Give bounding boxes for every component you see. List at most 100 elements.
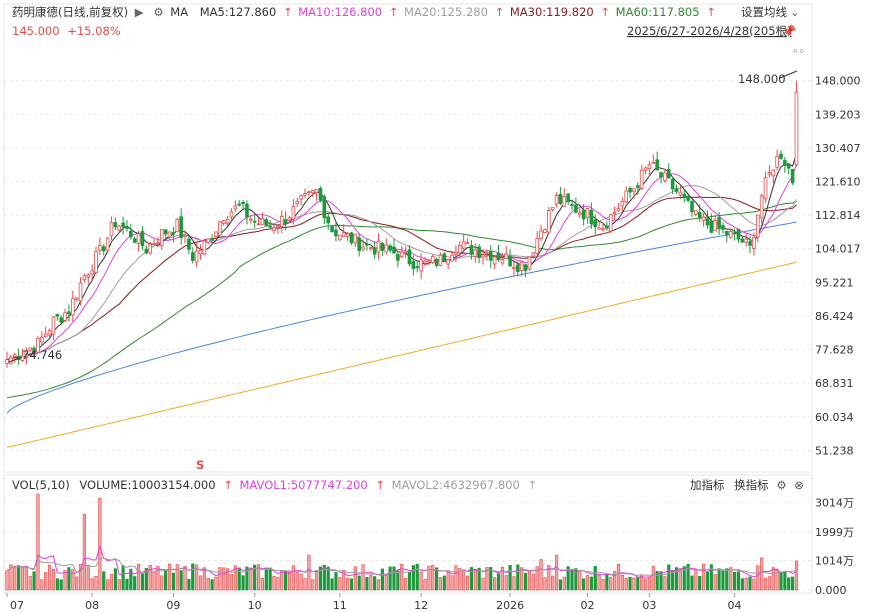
x-tick-label: 09 <box>166 599 180 612</box>
candle-body <box>403 251 408 254</box>
candle-body <box>241 201 245 205</box>
candle-body <box>732 232 737 235</box>
candle-body <box>705 218 710 226</box>
volume-bar <box>40 579 44 591</box>
volume-bar <box>5 570 9 591</box>
candle-body <box>581 210 586 220</box>
ma20-line <box>6 185 797 361</box>
candle-body <box>527 256 532 270</box>
volume-bar <box>202 567 206 591</box>
volume-value: VOLUME:10003154.000 <box>79 478 215 492</box>
triangle-icon[interactable]: ▶ <box>135 5 144 19</box>
volume-bar <box>253 564 257 591</box>
candle-body <box>446 259 450 265</box>
candle-body <box>523 264 528 271</box>
volume-bar <box>241 575 245 591</box>
candle-body <box>427 260 431 263</box>
volume-bar <box>701 563 706 591</box>
more-icon[interactable]: ◦◦ <box>792 45 805 58</box>
candle-body <box>775 155 779 168</box>
candle-body <box>136 233 141 244</box>
settings-ma-button[interactable]: 设置均线 ⌄ <box>741 5 800 19</box>
volume-bar <box>671 570 675 591</box>
candle-body <box>570 204 574 206</box>
volume-bar <box>752 578 756 591</box>
candle-body <box>663 172 667 181</box>
volume-bar <box>531 573 535 591</box>
volume-bar <box>454 565 458 591</box>
price-tick-label: 148.000 <box>815 75 861 88</box>
candle-body <box>643 167 648 171</box>
volume-bar <box>195 564 199 591</box>
candle-body <box>345 233 350 237</box>
volume-bar <box>311 579 315 591</box>
candle-body <box>268 225 272 228</box>
candle-body <box>492 256 497 265</box>
signal-marker: S <box>196 458 204 472</box>
volume-bar <box>558 579 563 591</box>
price-tick-label: 95.221 <box>815 276 854 289</box>
volume-bar <box>628 576 632 591</box>
volume-bar <box>616 563 621 591</box>
candle-body <box>105 237 110 251</box>
volume-bar <box>694 569 698 591</box>
volume-bar <box>229 573 234 591</box>
candle-body <box>368 247 373 250</box>
volume-bar <box>322 565 326 591</box>
price-tick-label: 60.034 <box>815 411 854 424</box>
x-tick-label: 10 <box>248 599 262 612</box>
candle-body <box>237 203 242 206</box>
price-tick-label: 139.203 <box>815 108 861 121</box>
volume-bar <box>280 570 284 591</box>
volume-bar <box>47 564 52 591</box>
volume-bar <box>477 567 481 591</box>
volume-bar <box>539 559 543 591</box>
candle-body <box>566 193 570 202</box>
candle-body <box>12 354 17 358</box>
volume-bar <box>314 570 319 591</box>
candle-body <box>349 232 354 244</box>
candle-body <box>70 298 75 316</box>
volume-bar <box>721 570 725 591</box>
volume-bar <box>295 572 299 591</box>
ma30-arrow: ↑ <box>600 5 610 19</box>
add-indicator-button[interactable]: 加指标 <box>690 478 725 492</box>
candle-body <box>771 169 776 177</box>
volume-bar <box>787 577 791 591</box>
candle-body <box>686 195 690 201</box>
x-tick-label: 11 <box>333 599 347 612</box>
volume-bar <box>794 560 799 591</box>
volume-bar <box>28 575 32 591</box>
pin-icon[interactable]: 📌 <box>782 24 797 38</box>
volume-bar <box>260 578 265 591</box>
mavol1-label: MAVOL1:5077747.200 <box>239 478 367 492</box>
price-tick-label: 104.017 <box>815 243 861 256</box>
volume-bar <box>748 576 752 591</box>
price-tick-label: 121.610 <box>815 176 861 189</box>
candle-body <box>473 249 478 257</box>
candle-body <box>163 229 168 235</box>
switch-indicator-button[interactable]: 换指标 <box>734 478 769 492</box>
close-icon[interactable]: ⊗ <box>794 478 804 492</box>
candle-body <box>210 238 214 241</box>
volume-bar <box>78 564 83 591</box>
volume-bar <box>55 578 59 591</box>
gear-icon[interactable]: ⚙ <box>153 5 163 19</box>
candle-body <box>376 240 381 253</box>
candle-body <box>86 274 91 278</box>
volume-bar <box>183 565 187 591</box>
settings-icon[interactable]: ⚙ <box>776 478 786 492</box>
volume-bar <box>117 579 121 591</box>
volume-bar <box>249 567 253 591</box>
volume-bar <box>140 573 145 591</box>
volume-y-axis: 3014万 1999万 1014万 0.000 <box>815 496 854 597</box>
candle-body <box>678 191 683 196</box>
candle-body <box>759 195 764 219</box>
volume-bar <box>59 579 63 591</box>
candle-body <box>454 251 458 255</box>
candle-body <box>326 216 331 224</box>
mavol1-line <box>6 544 797 578</box>
volume-bar <box>450 575 454 591</box>
volume-bar <box>551 575 555 591</box>
candle-body <box>132 238 137 243</box>
